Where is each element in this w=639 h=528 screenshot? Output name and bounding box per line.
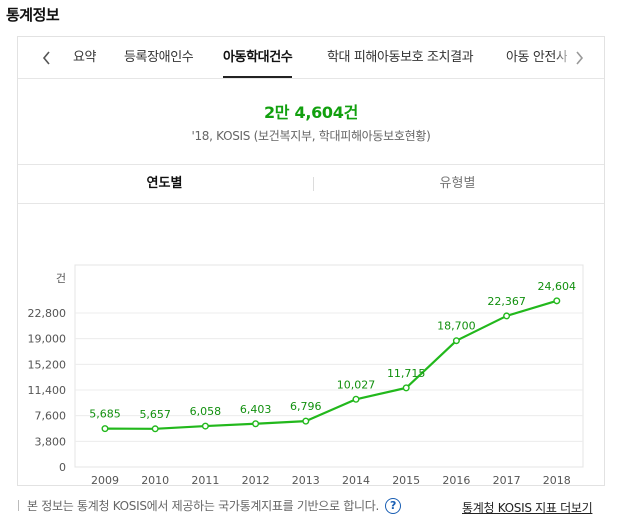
x-tick-label: 2017 <box>493 474 521 485</box>
data-label: 6,058 <box>190 405 222 418</box>
chevron-right-icon <box>575 50 583 65</box>
data-label: 6,796 <box>290 400 322 413</box>
view-tab-by-type[interactable]: 유형별 <box>439 176 476 191</box>
summary-value: 2만 4,604건 <box>263 103 359 122</box>
data-label: 6,403 <box>240 403 272 416</box>
line-chart: 0 3,800 7,600 11,400 15,200 19,000 22,800 건 2009… <box>18 207 604 485</box>
x-tick-label: 2010 <box>141 474 169 485</box>
footer-bar <box>18 500 19 511</box>
data-point <box>252 420 260 428</box>
tab-registered-disabled[interactable]: 등록장애인수 <box>124 50 194 65</box>
category-tabs: 요약 등록장애인수 아동학대건수 학대 피해아동보호 조치결과 아동 안전사고 <box>18 37 604 79</box>
y-tick-label: 22,800 <box>28 307 67 320</box>
y-tick-label: 19,000 <box>28 333 67 346</box>
data-label: 24,604 <box>538 280 577 293</box>
x-tick-label: 2014 <box>342 474 370 485</box>
data-label: 5,685 <box>89 408 121 421</box>
data-label: 10,027 <box>337 378 376 391</box>
data-point <box>101 425 109 433</box>
tab-child-abuse-cases[interactable]: 아동학대건수 <box>223 37 293 78</box>
y-tick-label: 3,800 <box>35 435 67 448</box>
tab-next-button[interactable] <box>567 37 591 78</box>
x-tick-label: 2016 <box>442 474 470 485</box>
data-label: 11,715 <box>387 367 426 380</box>
help-icon[interactable]: ? <box>385 497 402 514</box>
x-tick-label: 2012 <box>242 474 270 485</box>
tab-child-safety-accidents[interactable]: 아동 안전사고 <box>506 37 576 78</box>
y-unit-label: 건 <box>56 272 66 285</box>
statistics-card: 요약 등록장애인수 아동학대건수 학대 피해아동보호 조치결과 아동 안전사고 … <box>17 36 605 486</box>
y-tick-label: 7,600 <box>35 410 67 423</box>
data-point <box>352 395 360 403</box>
data-point <box>151 425 159 433</box>
x-tick-label: 2011 <box>191 474 219 485</box>
tab-abuse-protection-results[interactable]: 학대 피해아동보호 조치결과 <box>327 50 474 65</box>
view-tab-divider <box>313 177 314 191</box>
chart-svg: 0 3,800 7,600 11,400 15,200 19,000 22,800 건 2009… <box>28 264 584 485</box>
data-point <box>452 337 460 345</box>
section-title: 통계정보 <box>6 6 60 24</box>
data-label: 5,657 <box>139 408 171 421</box>
chevron-left-icon <box>42 50 50 65</box>
tab-prev-button[interactable] <box>34 37 58 78</box>
data-label: 18,700 <box>437 320 476 333</box>
x-tick-label: 2018 <box>543 474 571 485</box>
tab-summary[interactable]: 요약 <box>73 50 97 65</box>
x-tick-label: 2009 <box>91 474 119 485</box>
data-label: 22,367 <box>487 295 526 308</box>
plot-area <box>74 264 584 468</box>
footer-note: 본 정보는 통계청 KOSIS에서 제공하는 국가통계지표를 기반으로 합니다.… <box>18 497 402 514</box>
x-tick-label: 2015 <box>392 474 420 485</box>
data-point <box>302 417 310 425</box>
data-point <box>553 297 561 305</box>
view-tabs: 연도별 유형별 <box>18 164 604 204</box>
footer-note-text: 본 정보는 통계청 KOSIS에서 제공하는 국가통계지표를 기반으로 합니다. <box>27 499 380 513</box>
y-tick-label: 15,200 <box>28 358 67 371</box>
series-line <box>104 299 558 430</box>
y-tick-label: 0 <box>59 461 66 474</box>
x-tick-label: 2013 <box>292 474 320 485</box>
view-tab-by-year[interactable]: 연도별 <box>146 176 183 191</box>
data-point <box>402 384 410 392</box>
data-point <box>201 422 209 430</box>
data-point <box>503 312 511 320</box>
kosis-more-link[interactable]: 통계청 KOSIS 지표 더보기 <box>462 501 593 515</box>
summary-source: '18, KOSIS (보건복지부, 학대피해아동보호현황) <box>191 129 431 143</box>
y-tick-label: 11,400 <box>28 384 67 397</box>
